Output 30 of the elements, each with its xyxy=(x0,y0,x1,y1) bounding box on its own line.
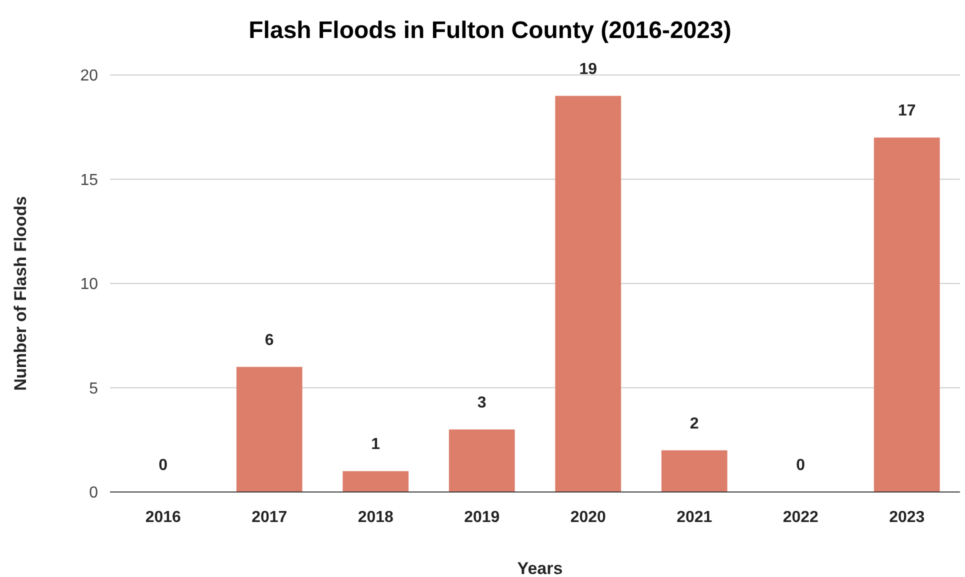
bar xyxy=(342,471,409,492)
data-label: 1 xyxy=(371,436,380,454)
bar xyxy=(448,429,515,492)
x-tick-label: 2016 xyxy=(145,509,182,526)
y-axis-title: Number of Flash Floods xyxy=(11,196,30,391)
data-label: 2 xyxy=(690,415,699,432)
y-tick-label: 0 xyxy=(89,484,98,502)
data-label: 6 xyxy=(264,332,274,349)
x-tick-label: 2019 xyxy=(464,509,500,526)
bar xyxy=(555,96,622,492)
x-axis-title: Years xyxy=(517,559,563,577)
y-tick-label: 20 xyxy=(80,68,98,85)
bar xyxy=(874,138,940,492)
bar xyxy=(236,366,302,492)
y-tick-label: 5 xyxy=(89,380,98,398)
y-tick-label: 10 xyxy=(80,276,98,294)
x-tick-label: 2020 xyxy=(570,509,606,526)
x-tick-label: 2021 xyxy=(676,509,712,526)
data-label: 3 xyxy=(477,394,486,412)
chart-title: Flash Floods in Fulton County (2016-2023) xyxy=(248,17,732,44)
bar xyxy=(661,450,728,492)
data-label: 0 xyxy=(796,457,806,474)
data-label: 17 xyxy=(898,102,916,120)
x-tick-label: 2017 xyxy=(252,509,288,526)
x-tick-label: 2022 xyxy=(782,509,819,526)
x-tick-label: 2023 xyxy=(889,509,925,526)
y-tick-label: 15 xyxy=(80,172,98,189)
data-label: 0 xyxy=(158,457,168,474)
data-label: 19 xyxy=(579,60,598,78)
x-tick-label: 2018 xyxy=(358,509,394,526)
